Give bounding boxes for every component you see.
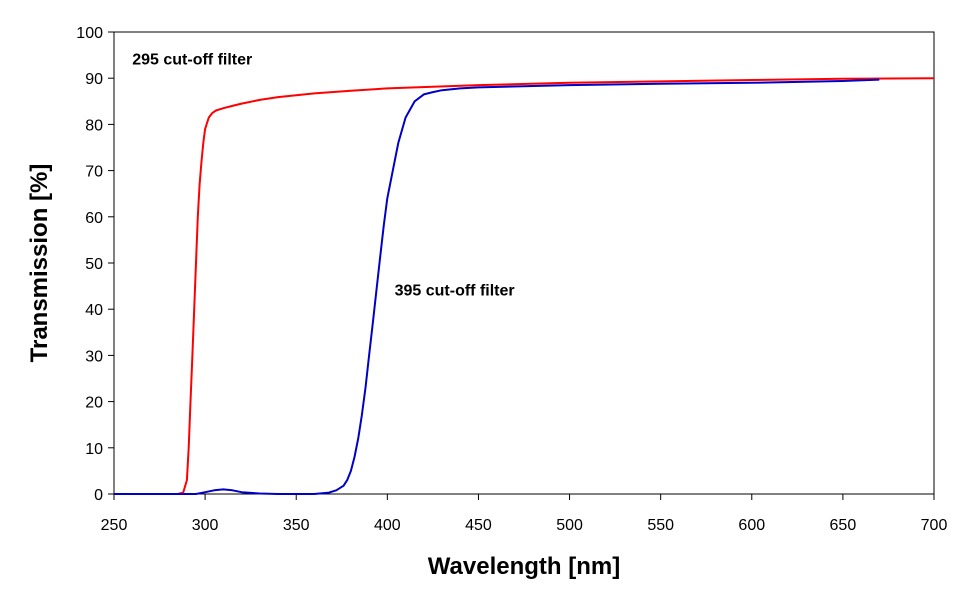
y-tick-label: 0: [94, 487, 103, 504]
plot-area: [113, 31, 935, 495]
x-tick-label: 300: [192, 517, 219, 534]
series-layer: [114, 77, 935, 495]
series-annotation: 295 cut-off filter: [132, 51, 252, 68]
y-tick-label: 80: [85, 117, 103, 134]
series-annotation: 395 cut-off filter: [395, 282, 515, 299]
y-tick-label: 20: [85, 395, 103, 412]
x-tick-label: 500: [556, 517, 583, 534]
y-tick-label: 40: [85, 302, 103, 319]
y-tick-label: 90: [85, 71, 103, 88]
x-axis-title: Wavelength [nm]: [428, 553, 620, 580]
y-tick-label: 30: [85, 348, 103, 365]
y-tick-label: 100: [76, 25, 103, 42]
y-tick-label: 50: [85, 256, 103, 273]
series-line-395-cutoff: [114, 78, 880, 495]
x-tick-label: 350: [283, 517, 310, 534]
x-axis: 250 300 350 400 450 500 550 600 650 700: [101, 494, 948, 534]
y-tick-label: 70: [85, 164, 103, 181]
y-axis-title: Transmission [%]: [26, 164, 53, 363]
x-tick-label: 600: [738, 517, 765, 534]
x-tick-label: 450: [465, 517, 492, 534]
y-axis: 0 10 20 30 40 50 60 70 80 90 100: [76, 25, 114, 504]
x-tick-label: 700: [921, 517, 948, 534]
series-line-295-cutoff: [114, 77, 935, 495]
x-tick-label: 400: [374, 517, 401, 534]
x-tick-label: 250: [101, 517, 128, 534]
y-tick-label: 60: [85, 210, 103, 227]
annotation-layer: 295 cut-off filter 395 cut-off filter: [132, 51, 514, 299]
y-tick-label: 10: [85, 441, 103, 458]
x-tick-label: 550: [647, 517, 674, 534]
x-tick-label: 650: [830, 517, 857, 534]
